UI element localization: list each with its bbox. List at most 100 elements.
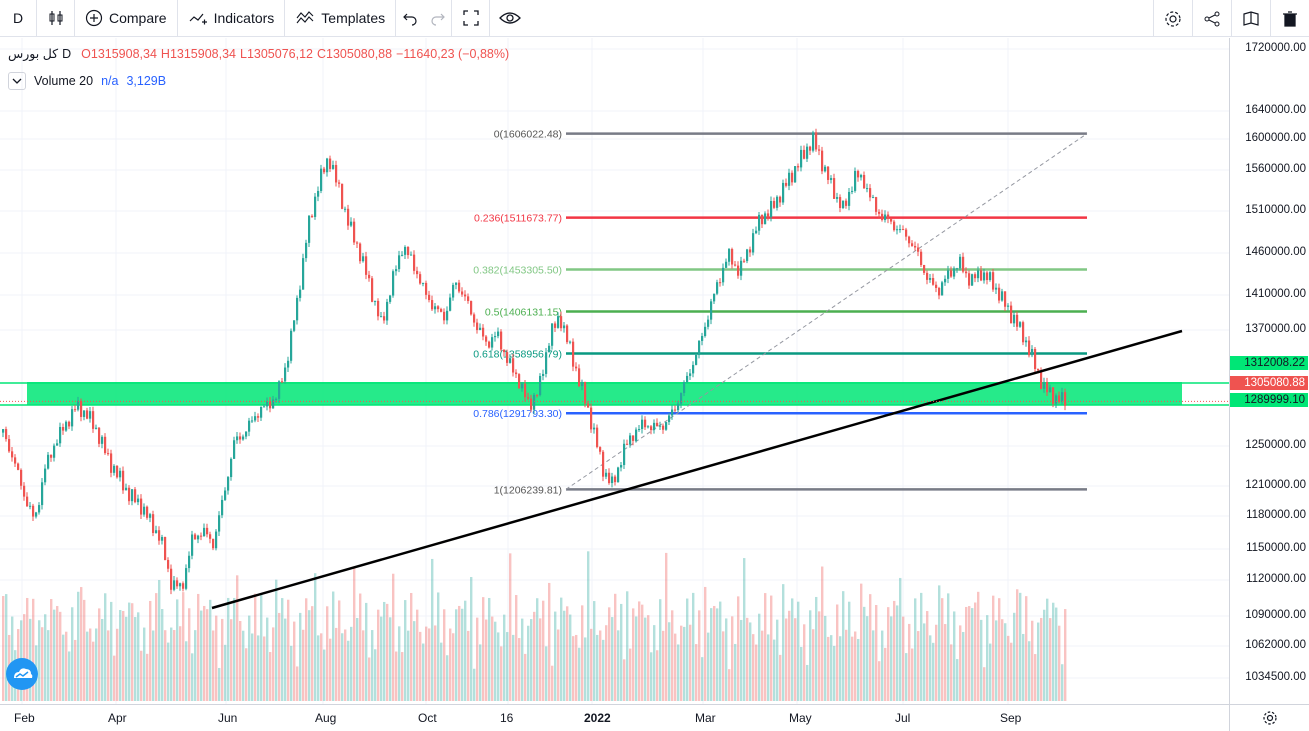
chart-pane[interactable]: 0(1606022.48) 0.236(1511673.77) 0.382(1453… [0,38,1229,704]
candle-body [182,583,185,589]
volume-bar [851,636,854,701]
candle-body [8,439,11,452]
time-axis[interactable]: Feb Apr Jun Aug Oct 16 2022 Mar May Jul Sep [0,704,1229,731]
candle-body [209,534,212,539]
volume-bar [920,592,923,701]
redo-button[interactable] [424,0,453,37]
volume-bar [509,553,512,701]
volume-bar [38,620,41,701]
volume-bar [1049,618,1052,701]
volume-bar [344,629,347,701]
candle-body [500,331,503,350]
candle-body [809,146,812,151]
settings-button[interactable] [1153,0,1192,37]
candle-body [968,273,971,286]
volume-bar [776,619,779,701]
volume-bar [158,580,161,701]
candle-body [23,485,26,497]
volume-bar [317,635,320,701]
chart-type-button[interactable] [37,0,75,37]
candle-body [539,375,542,396]
candle-body [80,400,83,417]
volume-bar [332,591,335,701]
fullscreen-button[interactable] [452,0,491,37]
candle-body [638,429,641,431]
volume-bar [989,643,992,701]
candle-body [794,166,797,183]
indicators-button[interactable]: Indicators [178,0,286,37]
volume-bar [956,659,959,701]
candle-body [533,394,536,410]
candle-body [863,174,866,189]
candle-body [86,410,89,419]
share-button[interactable] [1192,0,1231,37]
volume-bar [68,651,71,701]
undo-button[interactable] [396,0,424,37]
interval-button[interactable]: D [0,0,37,37]
delete-button[interactable] [1270,0,1309,37]
candle-body [737,265,740,276]
volume-bar [1028,641,1031,701]
templates-button[interactable]: Templates [285,0,397,37]
compare-button[interactable]: Compare [75,0,178,37]
axis-settings-button[interactable] [1229,704,1309,731]
visibility-button[interactable] [490,0,530,37]
volume-bar [197,593,200,701]
volume-bar [830,635,833,701]
candle-body [941,282,944,296]
volume-bar [401,652,404,701]
tradingview-logo[interactable] [6,658,38,690]
volume-bar [767,634,770,701]
volume-bar [458,605,461,701]
volume-bar [992,595,995,701]
candle-body [119,470,122,478]
volume-bar [758,613,761,701]
price-axis-label: 1150000.00 [1246,542,1306,554]
volume-bar [698,610,701,701]
volume-bar [467,630,470,701]
volume-bar [1016,589,1019,701]
candle-body [776,196,779,208]
candle-body [716,282,719,294]
candle-body [554,323,557,328]
candle-body [974,274,977,279]
price-axis-label: 1180000.00 [1246,509,1306,521]
volume-bar [5,594,8,701]
templates-icon [296,11,314,24]
volume-bar [353,567,356,701]
candle-body [422,282,425,284]
candle-body [515,372,518,375]
chart-svg[interactable]: 0(1606022.48) 0.236(1511673.77) 0.382(1453… [0,38,1229,704]
candle-body [830,178,833,180]
candle-body [425,282,428,295]
volume-bar [482,597,485,701]
volume-bar [950,644,953,701]
volume-bar [731,616,734,701]
candle-body [200,535,203,537]
candle-body [758,214,761,231]
candle-body [176,580,179,587]
candle-body [356,242,359,244]
volume-bar [749,622,752,701]
collapse-legend-button[interactable] [8,72,26,90]
candle-body [230,458,233,478]
candle-body [101,436,104,444]
snapshot-button[interactable] [1231,0,1270,37]
candle-body [650,426,653,431]
candle-body [257,416,260,418]
candle-body [380,316,383,318]
candle-body [1031,348,1034,356]
candle-body [44,468,47,483]
volume-bar [143,627,146,701]
candle-body [470,301,473,315]
volume-bar [431,558,434,701]
candle-body [485,336,488,342]
time-axis-label: Jun [218,711,238,725]
volume-bar [722,631,725,701]
candle-body [5,429,8,440]
volume-bar [971,608,974,701]
volume-bar [83,599,86,701]
price-tag: 1312008.22 [1230,356,1308,370]
price-axis[interactable]: 1720000.00 1640000.00 1600000.00 1560000.00… [1229,38,1309,704]
candle-body [1001,291,1004,301]
